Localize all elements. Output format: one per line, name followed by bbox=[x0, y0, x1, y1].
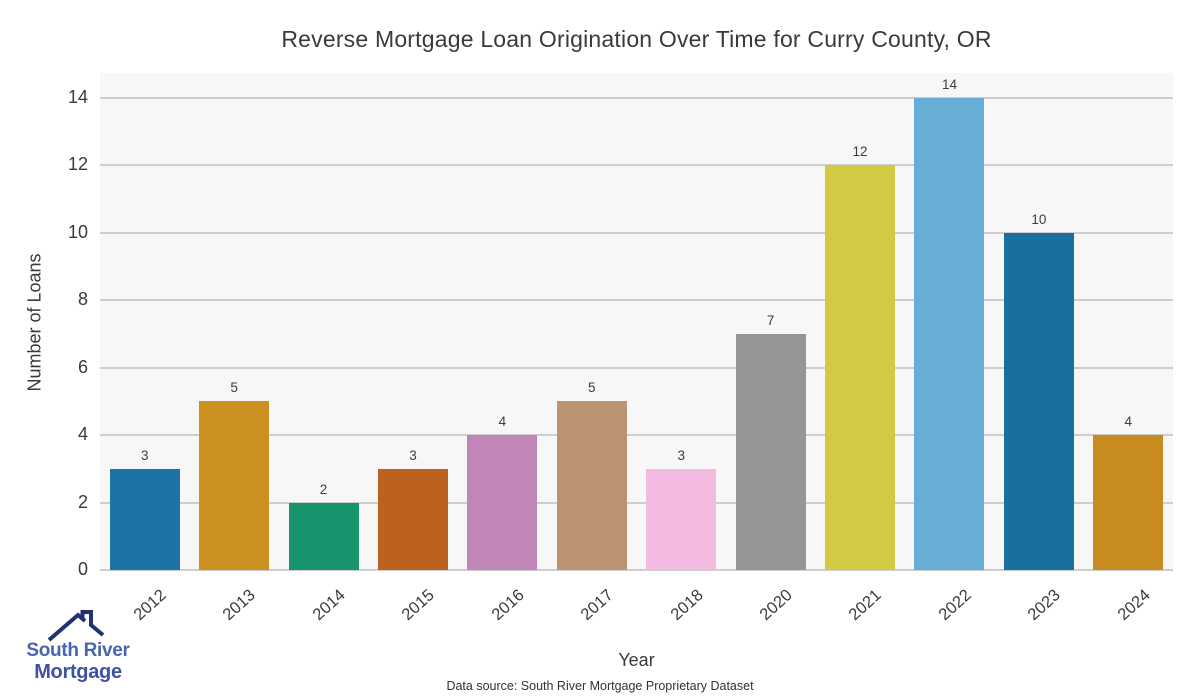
bar-2014 bbox=[288, 502, 359, 570]
gridline-y4 bbox=[100, 434, 1173, 437]
bar-2012 bbox=[109, 468, 180, 570]
bar-value-label-2015: 3 bbox=[409, 447, 417, 463]
y-tick-label: 8 bbox=[77, 289, 88, 310]
gridline-y10 bbox=[100, 231, 1173, 234]
gridline-y6 bbox=[100, 366, 1173, 369]
x-tick-label-2015: 2015 bbox=[398, 586, 439, 624]
y-tick-label: 0 bbox=[77, 559, 88, 579]
bar-value-label-2012: 3 bbox=[140, 447, 149, 463]
x-tick-label-2016: 2016 bbox=[488, 586, 528, 624]
bar-2023 bbox=[1003, 232, 1074, 570]
bar-value-label-2016: 4 bbox=[498, 414, 507, 430]
x-tick-label-2017: 2017 bbox=[577, 586, 617, 624]
bar-value-label-2014: 2 bbox=[319, 481, 328, 497]
gridline-y2 bbox=[100, 501, 1173, 504]
logo: South River Mortgage bbox=[18, 608, 148, 690]
data-source-caption: Data source: South River Mortgage Propri… bbox=[446, 679, 754, 693]
bar-2024 bbox=[1093, 435, 1164, 570]
bar-value-label-2021: 12 bbox=[852, 144, 868, 160]
y-tick-label: 4 bbox=[77, 424, 88, 445]
gridline-y0 bbox=[100, 569, 1173, 571]
bar-value-label-2024: 4 bbox=[1124, 414, 1133, 430]
y-tick-label: 14 bbox=[67, 86, 88, 107]
bar-value-label-2018: 3 bbox=[677, 447, 685, 463]
y-tick-label: 6 bbox=[77, 356, 88, 377]
bar-value-label-2023: 10 bbox=[1031, 211, 1047, 227]
x-tick-label-2018: 2018 bbox=[666, 586, 707, 624]
y-tick-label: 2 bbox=[77, 491, 88, 512]
x-tick-label-2023: 2023 bbox=[1024, 586, 1064, 624]
x-axis-label: Year bbox=[618, 650, 655, 670]
gridline-y8 bbox=[100, 299, 1173, 302]
gridline-y12 bbox=[100, 164, 1173, 167]
bar-2021 bbox=[825, 165, 896, 570]
bar-2022 bbox=[914, 97, 985, 570]
bar-value-label-2022: 14 bbox=[941, 76, 957, 92]
plot-area: 3 5 2 3 4 5 3 7 12 14 10 4 bbox=[100, 73, 1173, 571]
bar-2020 bbox=[735, 333, 806, 570]
bar-value-label-2017: 5 bbox=[588, 380, 596, 396]
bar-value-label-2020: 7 bbox=[766, 312, 775, 328]
x-tick-label-2014: 2014 bbox=[309, 586, 349, 624]
y-tick-label: 10 bbox=[67, 221, 88, 242]
bar-value-label-2013: 5 bbox=[230, 380, 238, 396]
gridline-y14 bbox=[100, 96, 1173, 99]
x-tick-label-2022: 2022 bbox=[935, 586, 975, 624]
y-tick-label: 12 bbox=[67, 154, 88, 175]
chart-title: Reverse Mortgage Loan Origination Over T… bbox=[281, 26, 992, 52]
bar-2017 bbox=[556, 401, 627, 570]
logo-text-line2: Mortgage bbox=[34, 661, 122, 683]
bar-2018 bbox=[646, 468, 717, 570]
x-tick-label-2020: 2020 bbox=[756, 586, 796, 624]
x-tick-label-2013: 2013 bbox=[219, 586, 260, 624]
bar-2013 bbox=[199, 401, 270, 570]
house-roof-icon bbox=[47, 610, 105, 642]
x-tick-label-2021: 2021 bbox=[845, 586, 886, 624]
logo-text-line1: South River bbox=[26, 640, 130, 661]
bar-2015 bbox=[377, 468, 448, 570]
x-tick-label-2024: 2024 bbox=[1114, 586, 1154, 624]
bar-2016 bbox=[467, 435, 538, 570]
y-axis-label: Number of Loans bbox=[24, 253, 45, 392]
